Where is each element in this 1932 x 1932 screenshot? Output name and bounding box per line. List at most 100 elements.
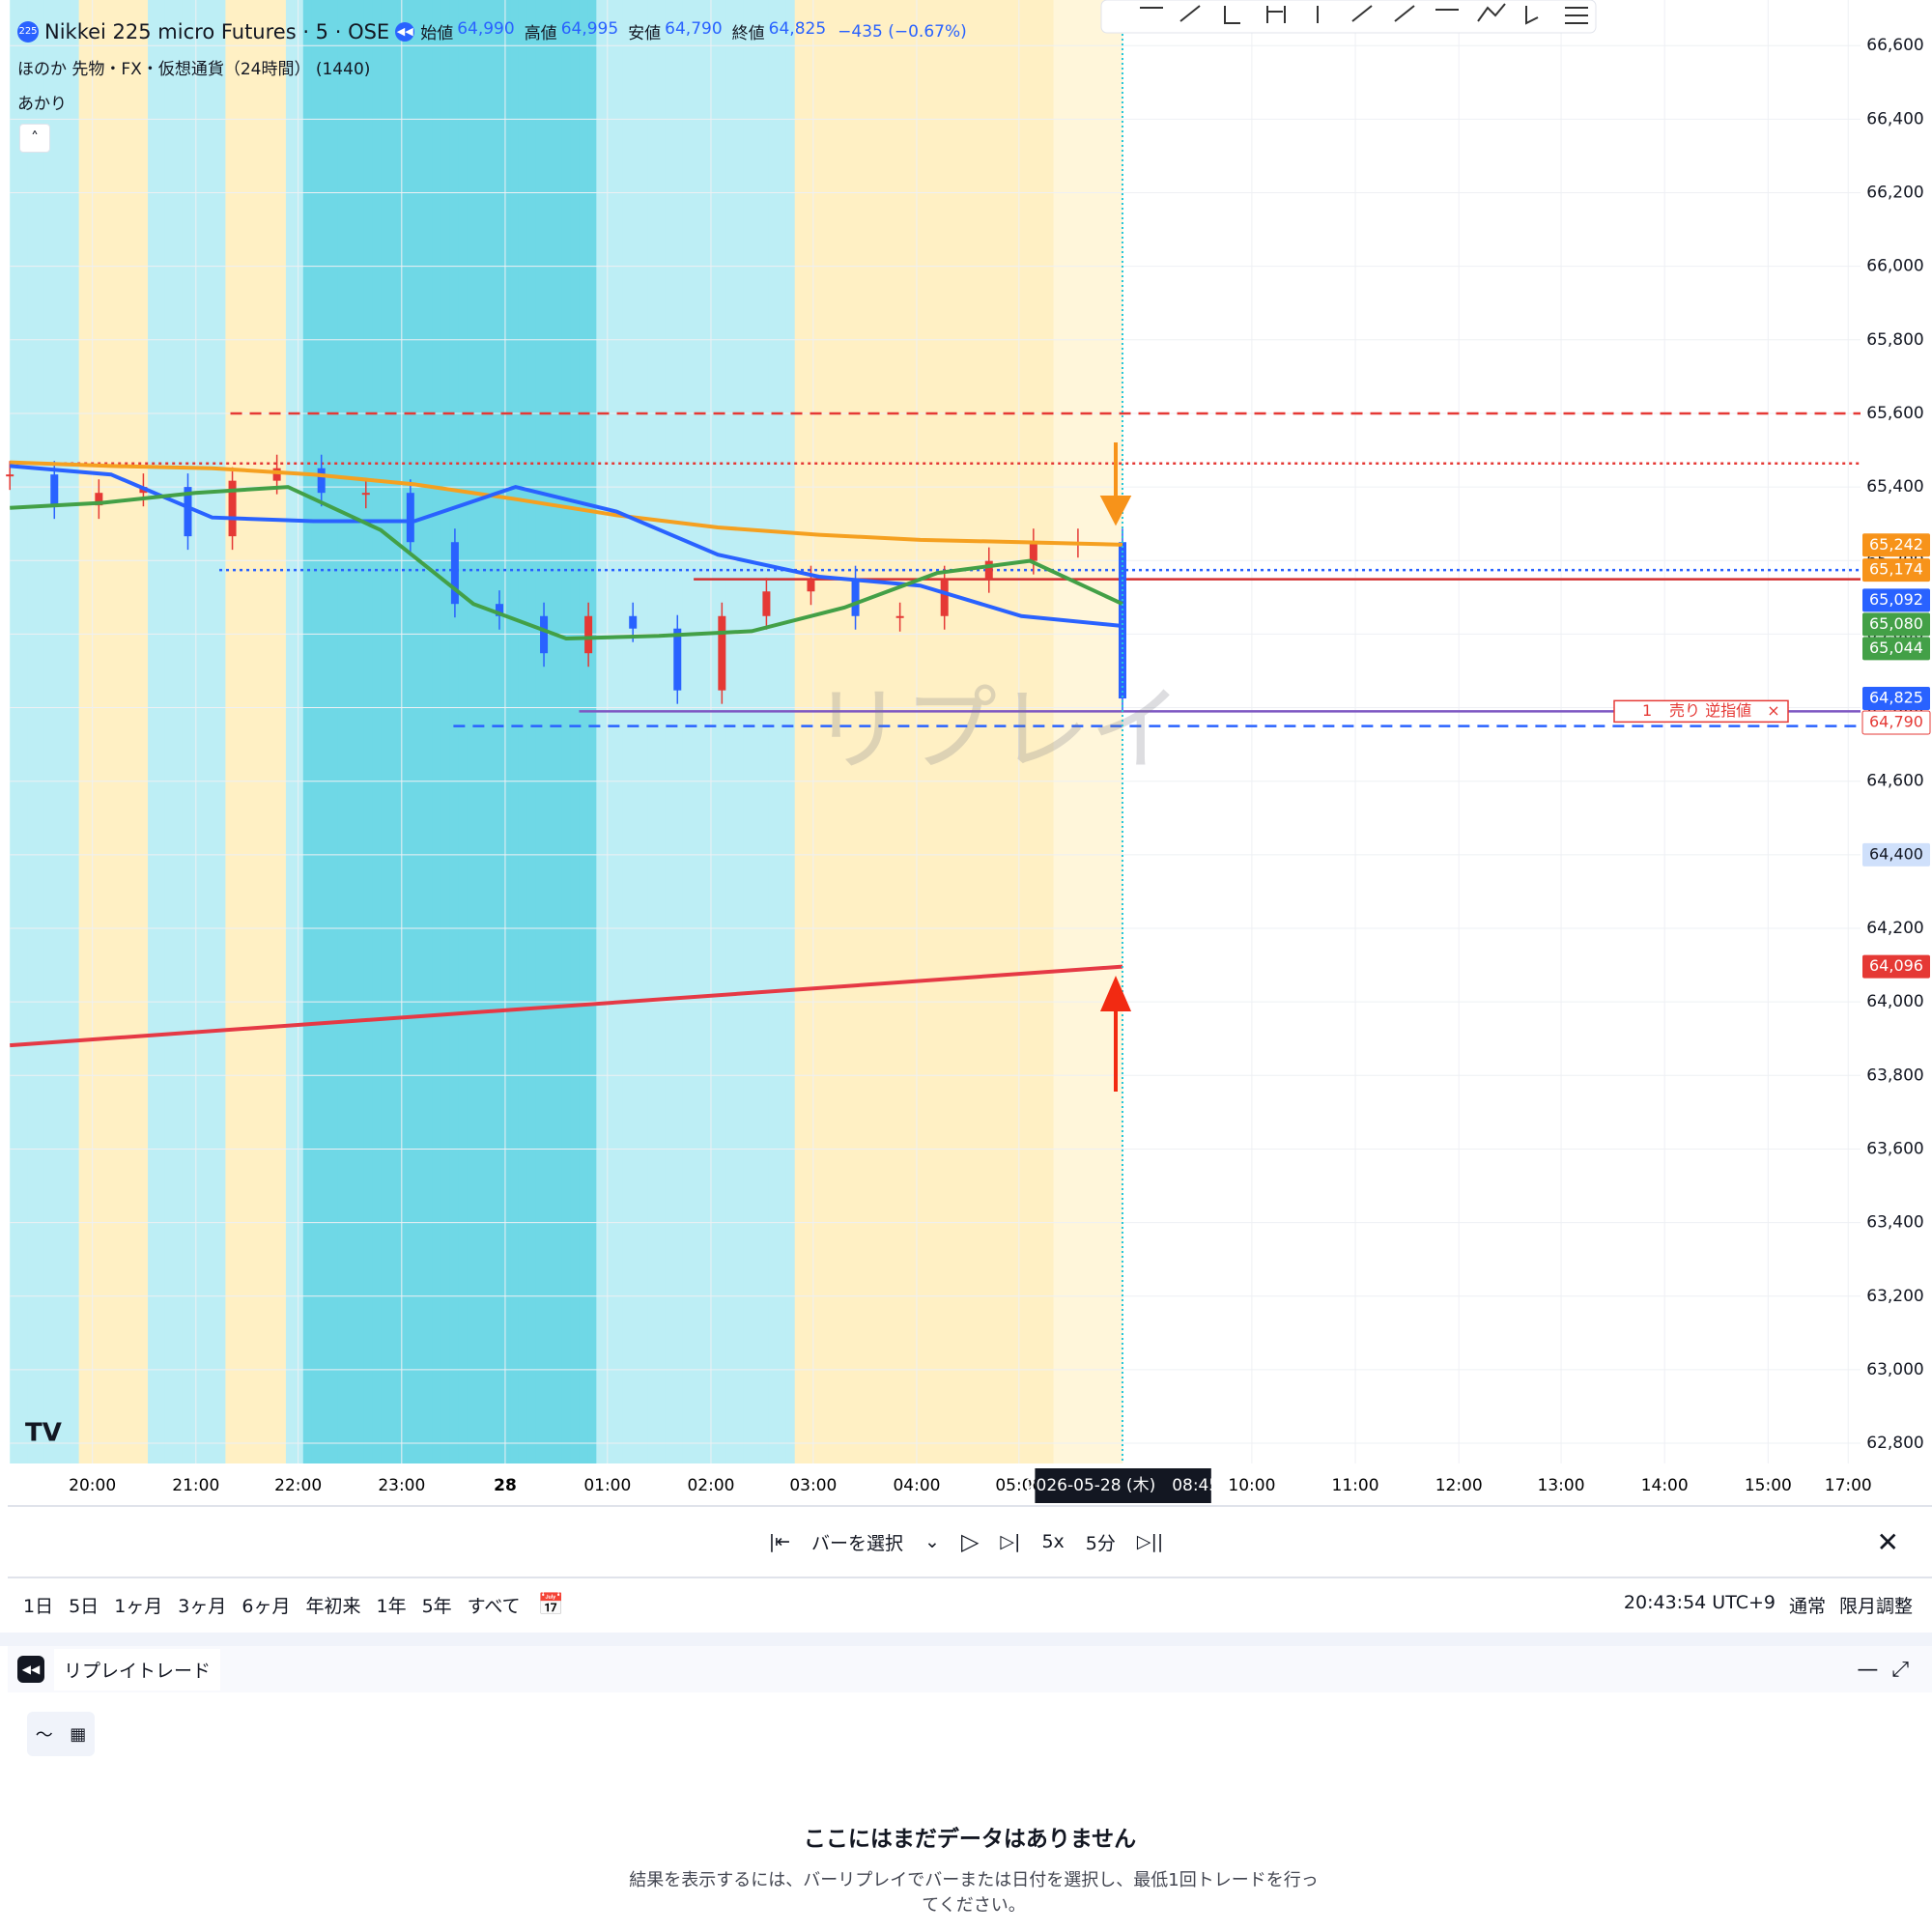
trade-panel: ◀◀ リプレイトレード — ⤢ 〜 ▦ ここにはまだデータはありません 結果を表示… (8, 1646, 1932, 1932)
indicator2[interactable]: あかり (17, 95, 67, 114)
band (950, 0, 959, 1463)
indicator-line (10, 485, 1123, 641)
band (596, 0, 606, 1463)
band (467, 0, 476, 1463)
price-axis (1861, 0, 1932, 1507)
x-tick-label: 05:00 (995, 1476, 1042, 1495)
band (449, 0, 459, 1463)
calendar[interactable]: 📅 (537, 1592, 564, 1617)
y-tick-label: 63,600 (1866, 1139, 1923, 1158)
order-close[interactable]: × (1767, 701, 1779, 720)
band (768, 0, 779, 1463)
x-tick-label: 13:00 (1538, 1476, 1585, 1495)
candle (629, 615, 638, 629)
range-button[interactable]: 1年 (376, 1595, 407, 1617)
band (251, 0, 261, 1463)
step[interactable]: ▷| (1000, 1531, 1021, 1552)
session[interactable]: 通常 (1788, 1595, 1826, 1617)
band (216, 0, 226, 1463)
band (691, 0, 700, 1463)
x-tick-label: 28 (494, 1476, 517, 1495)
candle (540, 615, 549, 654)
price-label-bg (1862, 637, 1930, 661)
price-label-bg (1861, 710, 1931, 735)
range-button[interactable]: 年初来 (305, 1595, 361, 1617)
empty-text: 結果を表示するには、バーリプレイでバーまたは日付を選択し、最低1回トレードを行っ… (629, 1870, 1319, 1916)
band (1027, 0, 1037, 1463)
range-button[interactable]: 1日 (23, 1595, 54, 1617)
interval[interactable]: 5分 (1085, 1532, 1116, 1554)
y-tick-label: 63,000 (1866, 1360, 1923, 1379)
band (743, 0, 753, 1463)
band (708, 0, 718, 1463)
band (759, 0, 770, 1463)
band (311, 0, 322, 1463)
band (285, 0, 296, 1463)
gutter (0, 1633, 1932, 1646)
dropdown[interactable]: ⌄ (924, 1531, 940, 1552)
band (294, 0, 304, 1463)
jump[interactable]: ▷|| (1136, 1531, 1164, 1552)
adjust[interactable]: 限月調整 (1838, 1595, 1913, 1617)
panel-controls[interactable]: — ⤢ (1857, 1657, 1909, 1682)
band (1105, 0, 1115, 1463)
band (656, 0, 667, 1463)
band (880, 0, 891, 1463)
range-button[interactable]: 3ヶ月 (178, 1595, 227, 1617)
band (1114, 0, 1123, 1463)
candle (984, 560, 993, 580)
range-right: 20:43:54 UTC+9 通常 限月調整 (1624, 1592, 1913, 1618)
indicator[interactable]: ほのか 先物・FX・仮想通貨（24時間） (1440) (17, 60, 371, 79)
view-toggle[interactable]: 〜 ▦ (27, 1712, 95, 1756)
speed[interactable]: 5x (1041, 1531, 1065, 1552)
panel-title[interactable]: リプレイトレード (54, 1648, 221, 1690)
indicator-line (10, 964, 1123, 1048)
range-button[interactable]: すべて (467, 1595, 521, 1617)
range-button[interactable]: 1ヶ月 (114, 1595, 163, 1617)
indicator-line (10, 460, 1123, 547)
replay-icon: ◀◀ (395, 21, 415, 42)
band (397, 0, 408, 1463)
price-label-bg (1862, 588, 1930, 612)
close-replay[interactable]: ✕ (1876, 1525, 1899, 1558)
x-tick-label: 03:00 (789, 1476, 837, 1495)
band (622, 0, 632, 1463)
band (432, 0, 442, 1463)
band (794, 0, 805, 1463)
range-button[interactable]: 5年 (421, 1595, 452, 1617)
band (242, 0, 252, 1463)
band (1009, 0, 1020, 1463)
band (752, 0, 761, 1463)
x-tick-label: 12:00 (1435, 1476, 1483, 1495)
band (838, 0, 847, 1463)
band (276, 0, 287, 1463)
symbol[interactable]: Nikkei 225 micro Futures · 5 · OSE (44, 19, 390, 43)
collapse-button[interactable]: ˄ (19, 124, 50, 153)
band (199, 0, 210, 1463)
drawing-toolbar[interactable] (1100, 0, 1597, 34)
price-label: 64,790 (1869, 713, 1923, 731)
band (130, 0, 140, 1463)
ohlc-label: 安値 (628, 24, 662, 43)
band (553, 0, 563, 1463)
price-label: 65,080 (1869, 614, 1923, 633)
select-bar[interactable]: バーを選択 (811, 1532, 904, 1554)
band (717, 0, 726, 1463)
band (777, 0, 787, 1463)
arrow-up (1099, 975, 1132, 1092)
range-button[interactable]: 5日 (69, 1595, 99, 1617)
play[interactable]: ▷ (960, 1528, 980, 1555)
band (337, 0, 347, 1463)
band (785, 0, 796, 1463)
ohlc-value: 64,995 (560, 19, 619, 39)
ohlc: 始値 64,990 高値 64,995 安値 64,790 終値 64,825 (420, 19, 832, 43)
background-bands (10, 0, 1123, 1463)
band (208, 0, 217, 1463)
band (501, 0, 511, 1463)
band (923, 0, 934, 1463)
order-box[interactable] (1613, 699, 1789, 724)
range-button[interactable]: 6ヶ月 (242, 1595, 291, 1617)
band (363, 0, 373, 1463)
candle (50, 474, 59, 506)
x-tick-label: 22:00 (274, 1476, 322, 1495)
